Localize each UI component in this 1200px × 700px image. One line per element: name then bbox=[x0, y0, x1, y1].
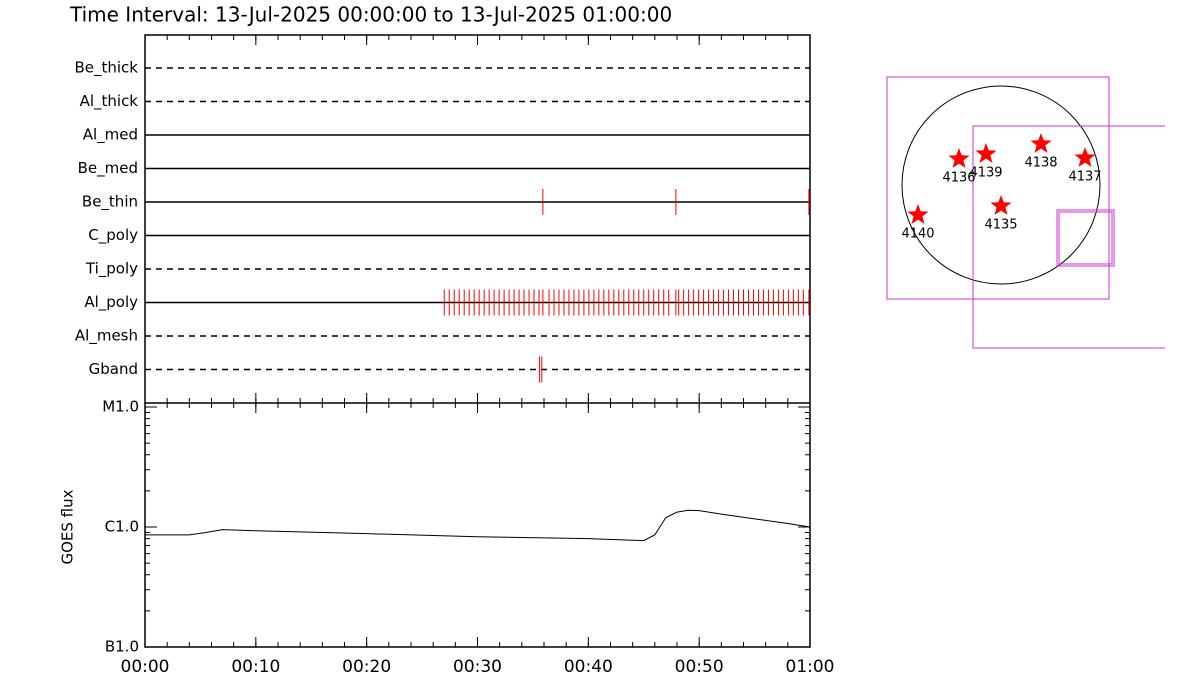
fov-box bbox=[1056, 209, 1115, 267]
row-label: Al_med bbox=[83, 126, 138, 145]
row-label: Al_thick bbox=[80, 92, 139, 111]
region-label: 4137 bbox=[1068, 170, 1101, 185]
region-star bbox=[990, 195, 1012, 215]
x-tick-label: 00:30 bbox=[453, 657, 502, 677]
row-label: Be_thin bbox=[82, 193, 138, 212]
region-star bbox=[948, 148, 970, 168]
region-star bbox=[907, 204, 929, 224]
goes-curve bbox=[145, 509, 811, 542]
region-label: 4138 bbox=[1024, 156, 1057, 171]
fov-box bbox=[886, 76, 1110, 300]
region-star bbox=[1074, 147, 1096, 167]
region-star bbox=[1030, 133, 1052, 153]
fov-box bbox=[1058, 211, 1113, 265]
chart-title: Time Interval: 13-Jul-2025 00:00:00 to 1… bbox=[69, 3, 672, 27]
x-tick-label: 00:00 bbox=[121, 657, 170, 677]
row-label: Be_med bbox=[78, 159, 138, 178]
y-tick-label: C1.0 bbox=[105, 518, 139, 536]
row-label: C_poly bbox=[88, 226, 138, 245]
row-label: Gband bbox=[89, 360, 138, 378]
frame bbox=[144, 34, 811, 648]
region-label: 4136 bbox=[942, 171, 975, 186]
y-tick-label: B1.0 bbox=[105, 638, 139, 656]
x-tick-label: 01:00 bbox=[786, 657, 835, 677]
y-axis-label: GOES flux bbox=[59, 489, 77, 564]
x-tick-label: 00:10 bbox=[231, 657, 280, 677]
row-label: Be_thick bbox=[74, 59, 138, 78]
row-label: Ti_poly bbox=[85, 260, 138, 279]
fov-box bbox=[972, 125, 1165, 349]
row-label: Al_mesh bbox=[75, 327, 138, 346]
y-tick-label: M1.0 bbox=[102, 398, 139, 416]
region-label: 4135 bbox=[984, 218, 1017, 233]
x-tick-label: 00:20 bbox=[342, 657, 391, 677]
region-label: 4140 bbox=[901, 227, 934, 242]
solar-disk bbox=[901, 85, 1101, 285]
region-star bbox=[975, 143, 997, 163]
x-tick-label: 00:50 bbox=[675, 657, 724, 677]
x-tick-label: 00:40 bbox=[564, 657, 613, 677]
row-label: Al_poly bbox=[84, 293, 138, 312]
region-label: 4139 bbox=[969, 166, 1002, 181]
